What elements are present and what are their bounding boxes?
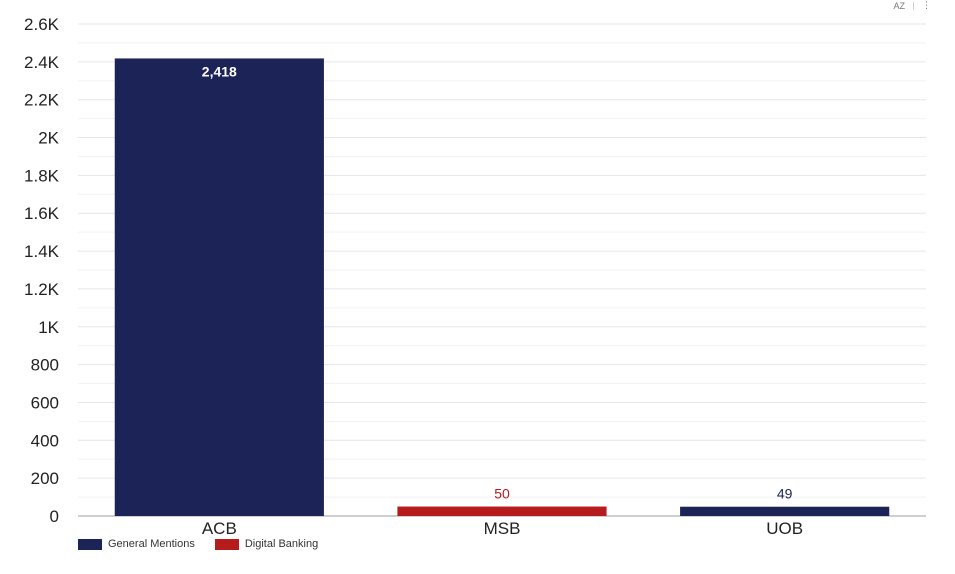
y-tick-label: 1.4K xyxy=(24,242,60,261)
chart-toolbar: AZ ⋮ xyxy=(893,0,931,11)
y-tick-label: 1.8K xyxy=(24,166,60,185)
legend-label-digital-banking: Digital Banking xyxy=(244,538,319,550)
y-tick-label: 2K xyxy=(38,129,59,148)
legend-label-general-mentions: General Mentions xyxy=(108,538,195,550)
sort-az-icon[interactable]: AZ xyxy=(893,0,905,11)
y-tick-label: 200 xyxy=(31,469,59,488)
chart-legend: General Mentions Digital Banking xyxy=(78,538,318,550)
y-tick-label: 400 xyxy=(31,431,59,450)
y-tick-label: 600 xyxy=(31,393,59,412)
y-tick-label: 2.6K xyxy=(24,15,60,34)
bar-acb xyxy=(114,58,324,516)
y-tick-label: 1.6K xyxy=(24,204,60,223)
bar-msb xyxy=(397,506,607,516)
x-tick-label: UOB xyxy=(766,519,803,538)
y-tick-label: 800 xyxy=(31,356,59,375)
x-tick-label: ACB xyxy=(202,519,237,538)
legend-swatch-digital-banking xyxy=(214,538,239,550)
legend-item-general-mentions[interactable]: General Mentions xyxy=(78,538,195,550)
more-vertical-icon[interactable]: ⋮ xyxy=(922,0,931,10)
y-tick-label: 0 xyxy=(50,507,59,526)
y-tick-label: 2.4K xyxy=(24,53,60,72)
y-tick-label: 2.2K xyxy=(24,91,60,110)
legend-item-digital-banking[interactable]: Digital Banking xyxy=(214,538,319,550)
data-label-msb: 50 xyxy=(494,486,510,502)
data-label-acb: 2,418 xyxy=(202,63,237,79)
data-label-uob: 49 xyxy=(777,486,793,502)
y-tick-label: 1K xyxy=(38,318,59,337)
y-tick-label: 1.2K xyxy=(24,280,60,299)
legend-swatch-general-mentions xyxy=(78,538,102,550)
toolbar-divider xyxy=(913,1,914,10)
bar-uob xyxy=(680,506,890,516)
x-tick-label: MSB xyxy=(484,519,521,538)
